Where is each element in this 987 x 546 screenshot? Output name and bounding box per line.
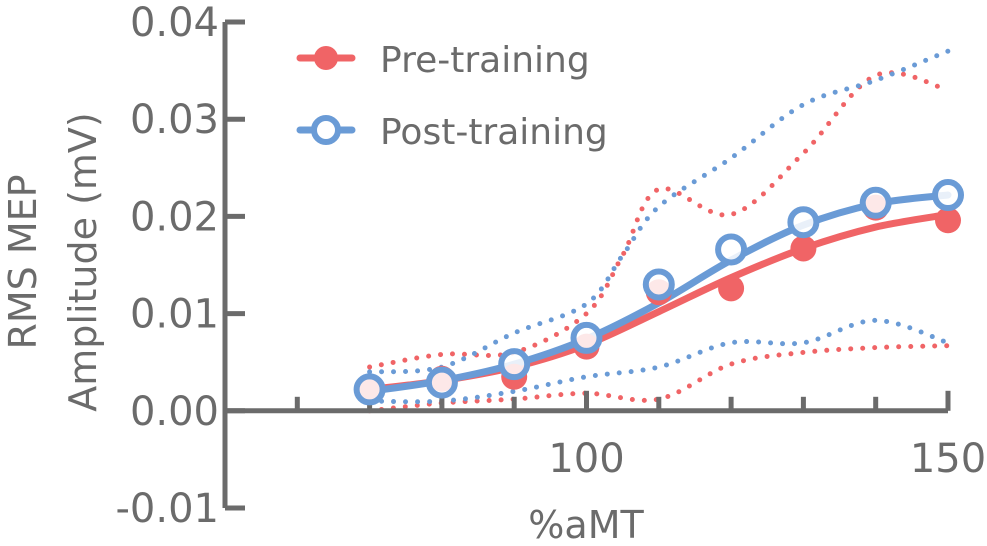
y-axis-label: RMS MEP Amplitude (mV) <box>1 112 105 411</box>
legend-label-pre-training: Pre-training <box>380 40 590 81</box>
data-point-post-training <box>570 321 603 354</box>
legend-marker-post-training <box>311 115 341 145</box>
data-point-post-training <box>498 348 531 381</box>
data-point-post-training <box>932 179 964 212</box>
y-tick-label: 0.02 <box>130 194 219 240</box>
data-point-post-training <box>787 206 820 239</box>
data-point-post-training <box>642 268 675 301</box>
legend-item-post-training: Post-training <box>296 112 608 153</box>
legend-label-post-training: Post-training <box>380 112 608 153</box>
y-axis-label-line-2: Amplitude (mV) <box>61 112 105 411</box>
y-tick-label: 0.04 <box>130 0 219 46</box>
y-tick-label: 0.03 <box>130 97 219 143</box>
data-point-post-training <box>425 366 458 399</box>
data-point-post-training <box>859 186 892 219</box>
legend: Pre-training Post-training <box>296 40 608 153</box>
data-point-pre-training <box>718 275 745 302</box>
y-ticks: -0.01 0.00 0.01 0.02 0.03 0.04 <box>116 0 245 532</box>
x-ticks: 100 150 <box>294 390 986 482</box>
data-points <box>353 179 964 406</box>
x-tick-label: 100 <box>548 436 624 482</box>
x-axis-label: %aMT <box>528 503 644 546</box>
confidence-bands <box>367 48 951 414</box>
data-point-post-training <box>353 373 386 406</box>
y-tick-label: 0.01 <box>130 292 219 338</box>
legend-marker-pre-training <box>314 46 338 70</box>
y-tick-label: -0.01 <box>116 486 220 532</box>
y-axis-label-line-1: RMS MEP <box>1 174 45 349</box>
band-lower-post-training <box>367 317 951 405</box>
band-upper-pre-training <box>367 70 951 370</box>
legend-item-pre-training: Pre-training <box>296 40 590 81</box>
band-lower-pre-training <box>367 343 951 414</box>
data-point-pre-training <box>935 207 961 234</box>
x-tick-label: 150 <box>910 436 986 482</box>
y-tick-label: 0.00 <box>130 389 219 435</box>
data-point-pre-training <box>790 235 817 262</box>
axes: -0.01 0.00 0.01 0.02 0.03 0.04 100 150 <box>116 0 987 532</box>
data-point-post-training <box>715 233 748 266</box>
